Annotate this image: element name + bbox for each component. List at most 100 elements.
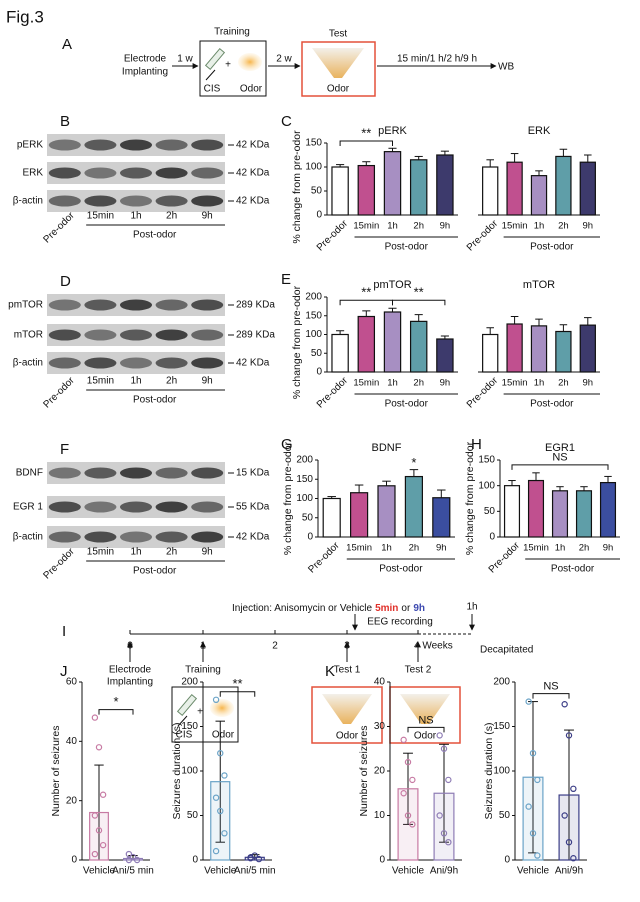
bar bbox=[331, 333, 349, 373]
y-tick-label: 40 bbox=[374, 677, 386, 688]
blot-row-label: β-actin bbox=[13, 358, 43, 369]
data-point bbox=[133, 856, 141, 864]
recording-label: EEG recording bbox=[367, 617, 433, 628]
syringe-needle bbox=[177, 715, 188, 727]
y-axis-label: % change from pre-odor bbox=[291, 285, 303, 399]
panel-letter: E bbox=[281, 271, 291, 288]
panel-letter: A bbox=[62, 36, 72, 53]
odor-icon bbox=[210, 699, 234, 717]
data-point bbox=[404, 758, 412, 766]
blot-band bbox=[84, 531, 117, 543]
y-tick-label: 150 bbox=[305, 310, 322, 321]
bar bbox=[503, 485, 521, 538]
bar bbox=[331, 166, 349, 216]
blot-row-label: EGR 1 bbox=[13, 502, 43, 513]
x-tick-label: 9h bbox=[583, 378, 594, 389]
data-point bbox=[409, 776, 416, 784]
blot-row-label: β-actin bbox=[13, 196, 43, 207]
data-point bbox=[404, 812, 412, 819]
lane-label: 15min bbox=[87, 211, 114, 222]
significance-bracket bbox=[98, 709, 134, 715]
significance-bracket bbox=[532, 693, 570, 699]
data-point bbox=[212, 794, 220, 801]
interval-label: 1 w bbox=[177, 54, 193, 65]
data-point bbox=[565, 732, 573, 739]
y-tick-label: 50 bbox=[302, 512, 314, 523]
significance-label: ** bbox=[361, 125, 371, 140]
data-point bbox=[534, 776, 541, 784]
significance-label: NS bbox=[418, 714, 433, 726]
group-label: Post-odor bbox=[385, 399, 429, 410]
lane-label: 9h bbox=[202, 211, 213, 222]
y-tick-label: 40 bbox=[66, 736, 78, 747]
blot-band bbox=[48, 501, 81, 513]
y-tick-label: 50 bbox=[499, 810, 511, 821]
lane-label: 2h bbox=[166, 211, 177, 222]
blot-band bbox=[48, 299, 81, 311]
bar bbox=[357, 315, 376, 373]
y-tick-label: 20 bbox=[374, 766, 386, 777]
blot-band bbox=[119, 467, 153, 479]
y-axis-label: Seizures duration (s) bbox=[483, 723, 495, 820]
panel-letter: H bbox=[471, 436, 482, 453]
injection-part: or bbox=[401, 603, 411, 614]
x-tick-label: 1h bbox=[534, 221, 545, 232]
training-box bbox=[171, 686, 239, 743]
x-tick-label: Vehicle bbox=[392, 866, 425, 877]
injection-part: 5min bbox=[375, 603, 398, 614]
data-point bbox=[95, 744, 103, 751]
blot-band bbox=[84, 139, 117, 151]
step-label: WB bbox=[498, 62, 514, 73]
blot-band bbox=[84, 195, 117, 207]
x-tick-label: 2h bbox=[558, 221, 569, 232]
significance-label: * bbox=[411, 455, 416, 470]
group-label: Post-odor bbox=[133, 395, 177, 406]
x-tick-label: 9h bbox=[583, 221, 594, 232]
blot-band bbox=[84, 501, 117, 513]
box-item: Odor bbox=[327, 84, 350, 95]
x-tick-label: 1h bbox=[387, 221, 398, 232]
blot-band bbox=[48, 167, 81, 179]
y-tick-label: 50 bbox=[311, 348, 323, 359]
blot-band bbox=[191, 329, 224, 341]
blot-band bbox=[48, 531, 81, 543]
odor-cone-icon bbox=[322, 694, 372, 724]
group-label: Post-odor bbox=[385, 242, 429, 253]
chart-title: pERK bbox=[378, 125, 407, 137]
lane-label: Pre-odor bbox=[41, 375, 77, 411]
blot-band bbox=[119, 299, 153, 311]
significance-label: NS bbox=[543, 680, 558, 692]
bar bbox=[397, 788, 419, 861]
group-label: Post-odor bbox=[551, 564, 595, 575]
x-tick-label: 15min bbox=[523, 543, 549, 554]
y-tick-label: 200 bbox=[181, 677, 198, 688]
y-axis-label: % change from pre-odor bbox=[291, 130, 303, 244]
bar bbox=[555, 330, 572, 373]
y-axis-label: % change from pre-odor bbox=[282, 441, 294, 555]
bar bbox=[433, 792, 455, 861]
data-point bbox=[125, 850, 133, 858]
data-point bbox=[212, 696, 220, 704]
x-tick-label: Pre-odor bbox=[306, 540, 342, 576]
blot-size-label: 42 KDa bbox=[236, 532, 270, 543]
lane-label: 15min bbox=[87, 376, 114, 387]
box-title: Test bbox=[329, 29, 348, 40]
data-point bbox=[99, 841, 107, 849]
blot-size-label: 42 KDa bbox=[236, 196, 270, 207]
significance-bracket bbox=[511, 464, 609, 470]
x-tick-label: 2h bbox=[558, 378, 569, 389]
y-tick-label: 100 bbox=[493, 766, 510, 777]
group-label: Post-odor bbox=[133, 566, 177, 577]
x-tick-label: Pre-odor bbox=[315, 375, 351, 411]
y-tick-label: 50 bbox=[311, 186, 323, 197]
significance-bracket bbox=[392, 299, 446, 306]
blot-band bbox=[84, 167, 117, 179]
x-tick-label: Vehicle bbox=[204, 866, 237, 877]
significance-label: NS bbox=[552, 452, 567, 464]
chart-title: ERK bbox=[528, 125, 551, 137]
blot-row-label: mTOR bbox=[14, 330, 43, 341]
blot-band bbox=[191, 299, 224, 311]
y-tick-label: 100 bbox=[478, 480, 495, 491]
bar bbox=[404, 475, 423, 538]
lane-label: 2h bbox=[166, 547, 177, 558]
